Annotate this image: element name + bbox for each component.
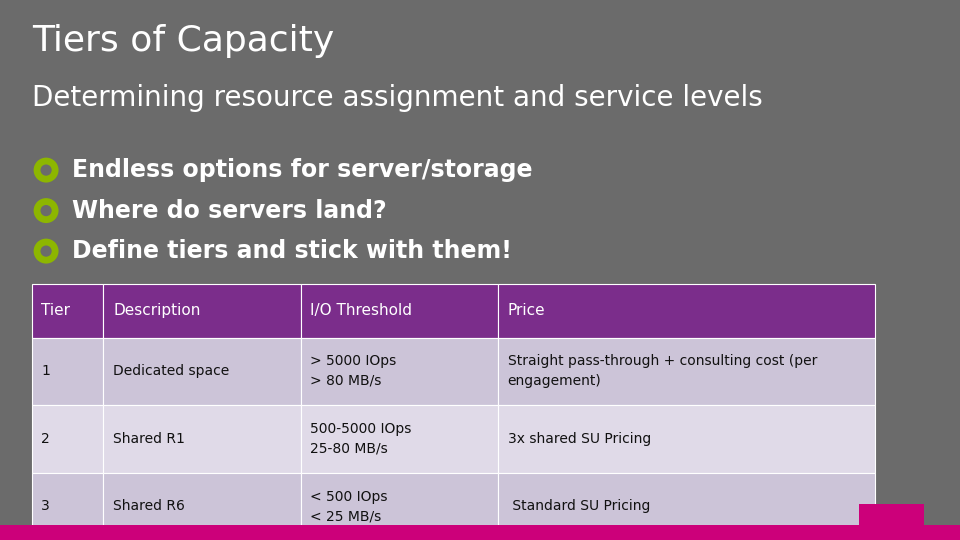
Text: 2: 2	[41, 432, 50, 445]
Text: 3: 3	[41, 500, 50, 513]
Text: Shared R6: Shared R6	[113, 500, 185, 513]
Text: I/O Threshold: I/O Threshold	[310, 303, 412, 318]
Bar	[104, 472, 300, 540]
Bar	[498, 338, 875, 405]
Text: 500-5000 IOps
25-80 MB/s: 500-5000 IOps 25-80 MB/s	[310, 422, 412, 456]
Text: 1: 1	[41, 364, 50, 378]
Ellipse shape	[40, 205, 52, 216]
Text: Dedicated space: Dedicated space	[113, 364, 229, 378]
Bar	[0, 525, 960, 540]
Text: Tier: Tier	[41, 303, 70, 318]
Text: Determining resource assignment and service levels: Determining resource assignment and serv…	[32, 84, 762, 112]
Bar	[300, 338, 498, 405]
Bar	[498, 405, 875, 472]
Text: > 5000 IOps
> 80 MB/s: > 5000 IOps > 80 MB/s	[310, 354, 396, 388]
Bar	[859, 504, 924, 525]
Bar	[32, 284, 104, 338]
Text: Endless options for server/storage: Endless options for server/storage	[72, 158, 533, 182]
Ellipse shape	[40, 246, 52, 256]
Bar	[32, 338, 104, 405]
Ellipse shape	[34, 198, 59, 223]
Text: Straight pass-through + consulting cost (per
engagement): Straight pass-through + consulting cost …	[508, 354, 817, 388]
Bar	[104, 284, 300, 338]
Bar	[32, 405, 104, 472]
Ellipse shape	[34, 239, 59, 264]
Text: Where do servers land?: Where do servers land?	[72, 199, 387, 222]
Text: 3x shared SU Pricing: 3x shared SU Pricing	[508, 432, 651, 445]
Ellipse shape	[40, 165, 52, 176]
Bar	[104, 405, 300, 472]
Bar	[32, 472, 104, 540]
Text: Price: Price	[508, 303, 545, 318]
Text: Define tiers and stick with them!: Define tiers and stick with them!	[72, 239, 512, 263]
Text: < 500 IOps
< 25 MB/s: < 500 IOps < 25 MB/s	[310, 489, 388, 523]
Ellipse shape	[34, 158, 59, 183]
Text: Shared R1: Shared R1	[113, 432, 185, 445]
Bar	[498, 284, 875, 338]
Bar	[498, 472, 875, 540]
Text: Tiers of Capacity: Tiers of Capacity	[32, 24, 334, 58]
Bar	[104, 338, 300, 405]
Bar	[300, 405, 498, 472]
Bar	[300, 284, 498, 338]
Text: Standard SU Pricing: Standard SU Pricing	[508, 500, 650, 513]
Text: Description: Description	[113, 303, 201, 318]
Bar	[300, 472, 498, 540]
